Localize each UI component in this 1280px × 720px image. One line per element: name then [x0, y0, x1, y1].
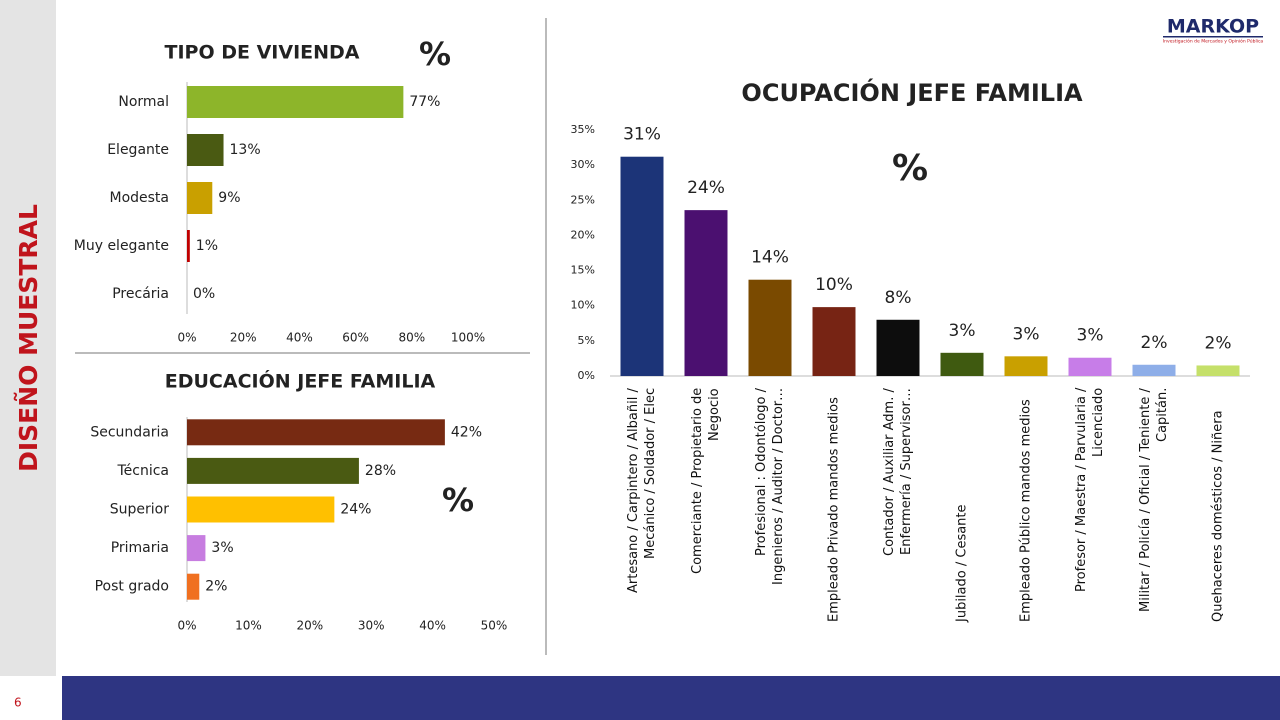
- y-tick-label: 30%: [571, 158, 595, 171]
- x-tick-label: 100%: [451, 331, 485, 345]
- x-tick-label: 20%: [296, 619, 323, 633]
- bar: [187, 419, 445, 446]
- y-tick-label: 10%: [571, 299, 595, 312]
- data-label: 24%: [687, 178, 725, 198]
- x-tick-label: Profesor / Maestra / Parvularia / Licenc…: [1074, 388, 1106, 593]
- bar: [1004, 356, 1048, 376]
- data-label: 8%: [885, 288, 912, 308]
- x-tick-label: Artesano / Carpintero / Albañil / Mecáni…: [626, 388, 658, 593]
- bar: [187, 86, 404, 118]
- bar: [187, 230, 190, 262]
- bar: [620, 156, 664, 376]
- chart-title: EDUCACIÓN JEFE FAMILIA: [165, 369, 436, 393]
- bar: [187, 134, 224, 166]
- bar: [684, 210, 728, 376]
- x-tick-label: 10%: [235, 619, 262, 633]
- y-tick-label: Primaria: [111, 540, 169, 556]
- footer-bar: [62, 676, 1280, 720]
- bar: [187, 182, 213, 214]
- data-label: 3%: [1013, 324, 1040, 344]
- bar: [812, 307, 856, 376]
- bar: [187, 573, 200, 600]
- bar: [940, 352, 984, 376]
- x-tick-label: Comerciante / Propietario de Negocio: [690, 388, 722, 575]
- y-tick-label: Modesta: [109, 190, 169, 206]
- data-label: 1%: [196, 238, 218, 254]
- bar: [876, 319, 920, 376]
- x-tick-label: Militar / Policía / Oficial / Teniente /…: [1138, 388, 1170, 612]
- x-tick-label: Quehaceres domésticos / Niñera: [1210, 410, 1226, 622]
- logo-rule: [1163, 36, 1263, 38]
- y-tick-label: 25%: [571, 193, 595, 206]
- side-title: DISEÑO MUESTRAL: [14, 204, 43, 472]
- data-label: 13%: [230, 142, 261, 158]
- data-label: 2%: [1141, 333, 1168, 353]
- x-tick-label: 40%: [286, 331, 313, 345]
- data-label: 2%: [1205, 333, 1232, 353]
- bar: [748, 279, 792, 376]
- side-strip: [0, 0, 56, 676]
- chart-title: TIPO DE VIVIENDA: [165, 42, 360, 64]
- data-label: 2%: [205, 579, 227, 595]
- data-label: 3%: [949, 321, 976, 341]
- data-label: 42%: [451, 424, 482, 440]
- annotation: %: [419, 35, 451, 73]
- annotation: %: [442, 481, 474, 519]
- x-tick-label: 0%: [177, 331, 196, 345]
- x-tick-label: Empleado Privado mandos medios: [826, 397, 842, 622]
- x-tick-label: Jubilado / Cesante: [954, 504, 970, 622]
- y-tick-label: Técnica: [116, 463, 169, 479]
- data-label: 3%: [211, 540, 233, 556]
- y-tick-label: Superior: [110, 502, 169, 518]
- x-tick-label: 40%: [419, 619, 446, 633]
- data-label: 28%: [365, 463, 396, 479]
- data-label: 77%: [409, 94, 440, 110]
- x-tick-label: 20%: [230, 331, 257, 345]
- y-tick-label: Normal: [118, 94, 169, 110]
- y-tick-label: Precária: [112, 286, 169, 302]
- x-tick-label: Empleado Público mandos medios: [1018, 399, 1034, 622]
- bar: [187, 535, 206, 562]
- x-tick-label: 50%: [481, 619, 508, 633]
- x-tick-label: Profesional : Odontólogo / Ingenieros / …: [754, 388, 786, 586]
- y-tick-label: Elegante: [107, 142, 169, 158]
- chart-title: OCUPACIÓN JEFE FAMILIA: [741, 77, 1083, 107]
- y-tick-label: Muy elegante: [74, 238, 169, 254]
- y-tick-label: Secundaria: [90, 424, 169, 440]
- data-label: 0%: [193, 286, 215, 302]
- data-label: 31%: [623, 125, 661, 145]
- bar: [1068, 357, 1112, 376]
- y-tick-label: 15%: [571, 264, 595, 277]
- x-tick-label: 80%: [398, 331, 425, 345]
- bar: [1196, 365, 1240, 376]
- data-label: 10%: [815, 275, 853, 295]
- data-label: 9%: [218, 190, 240, 206]
- x-tick-label: 30%: [358, 619, 385, 633]
- bar: [187, 457, 359, 484]
- x-tick-label: 0%: [177, 619, 196, 633]
- data-label: 3%: [1077, 326, 1104, 346]
- page-number: 6: [14, 696, 22, 710]
- x-tick-label: 60%: [342, 331, 369, 345]
- data-label: 24%: [340, 502, 371, 518]
- logo-tagline: Investigación de Mercados y Opinión Públ…: [1163, 38, 1264, 45]
- annotation: %: [892, 148, 928, 189]
- y-tick-label: 5%: [578, 334, 595, 347]
- bar: [187, 496, 335, 523]
- bar: [1132, 364, 1176, 376]
- y-tick-label: 35%: [571, 123, 595, 136]
- logo: MARKOP: [1167, 16, 1259, 38]
- x-tick-label: Contador / Auxiliar Adm. / Enfermería / …: [882, 388, 914, 556]
- y-tick-label: Post grado: [95, 579, 169, 595]
- y-tick-label: 20%: [571, 228, 595, 241]
- data-label: 14%: [751, 248, 789, 268]
- y-tick-label: 0%: [578, 369, 595, 382]
